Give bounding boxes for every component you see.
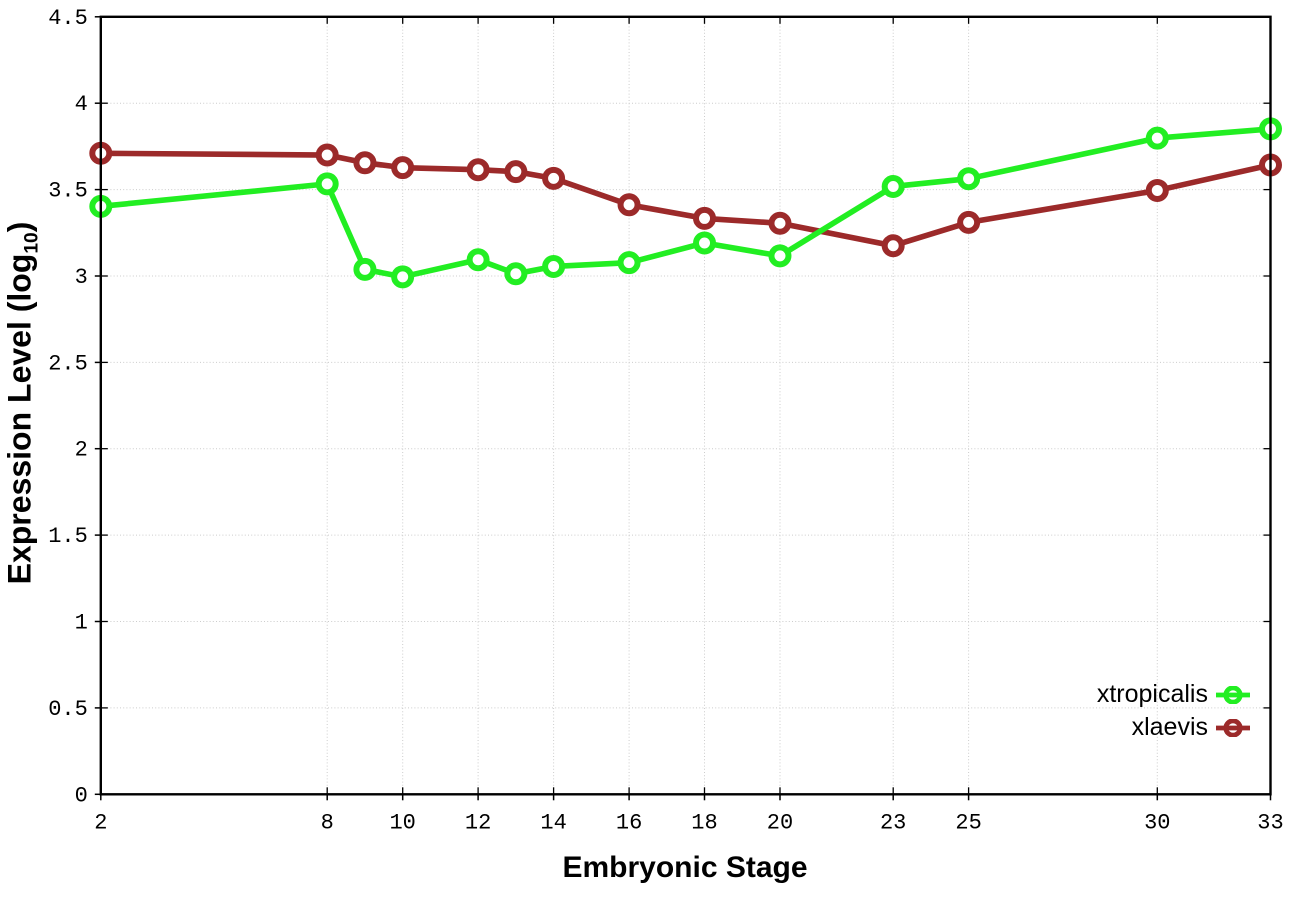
svg-text:2.5: 2.5 [48,351,88,376]
svg-text:16: 16 [616,810,642,835]
svg-text:33: 33 [1257,810,1283,835]
svg-text:23: 23 [880,810,906,835]
svg-text:1: 1 [75,611,88,636]
svg-text:18: 18 [691,810,717,835]
svg-text:25: 25 [955,810,981,835]
svg-text:3.5: 3.5 [48,179,88,204]
svg-text:2: 2 [94,810,107,835]
svg-text:30: 30 [1144,810,1170,835]
svg-text:2: 2 [75,438,88,463]
svg-text:1.5: 1.5 [48,524,88,549]
svg-text:10: 10 [389,810,415,835]
svg-text:20: 20 [767,810,793,835]
svg-text:14: 14 [540,810,566,835]
svg-text:3: 3 [75,265,88,290]
svg-text:12: 12 [465,810,491,835]
svg-text:0: 0 [75,783,88,808]
svg-text:4.5: 4.5 [48,6,88,31]
svg-text:0.5: 0.5 [48,697,88,722]
svg-text:8: 8 [321,810,334,835]
svg-text:4: 4 [75,92,88,117]
